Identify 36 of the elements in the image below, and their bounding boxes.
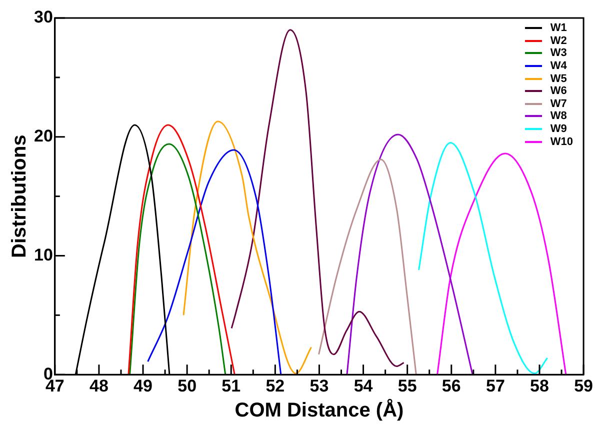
legend-label: W9 (550, 123, 567, 136)
x-tick-label: 55 (398, 376, 417, 396)
legend-label: W3 (550, 47, 567, 60)
y-axis-title: Distributions (8, 134, 31, 258)
x-tick-label: 50 (178, 376, 197, 396)
line-series (129, 143, 226, 375)
x-axis-title: COM Distance (Å) (234, 398, 404, 422)
legend-label: W7 (550, 98, 567, 110)
x-tick-label: 57 (486, 376, 505, 396)
x-tick-label: 48 (90, 376, 108, 396)
line-series (318, 158, 417, 375)
legend-label: W4 (550, 60, 567, 72)
legend-label: W1 (550, 22, 567, 34)
line-series (128, 124, 236, 375)
legend-label: W2 (550, 34, 567, 47)
line-series (418, 142, 548, 374)
x-tick-label: 59 (574, 376, 594, 396)
legend-label: W10 (550, 136, 573, 148)
y-tick-label: 10 (34, 245, 53, 264)
legend-label: W8 (550, 110, 567, 122)
x-tick-label: 56 (442, 376, 461, 396)
x-tick-label: 49 (134, 376, 152, 396)
x-tick-label: 52 (266, 376, 285, 396)
line-series (436, 152, 567, 375)
legend-label: W6 (550, 85, 567, 98)
line-series (230, 29, 405, 368)
x-tick-label: 58 (530, 376, 549, 396)
line-series (147, 149, 282, 375)
legend-label: W5 (550, 72, 567, 85)
x-tick-label: 51 (222, 376, 241, 396)
line-series (182, 120, 312, 374)
x-tick-label: 53 (310, 376, 329, 396)
y-tick-label: 30 (34, 8, 53, 27)
line-series (346, 134, 474, 375)
x-tick-label: 54 (354, 376, 374, 396)
y-tick-label: 20 (34, 126, 53, 146)
